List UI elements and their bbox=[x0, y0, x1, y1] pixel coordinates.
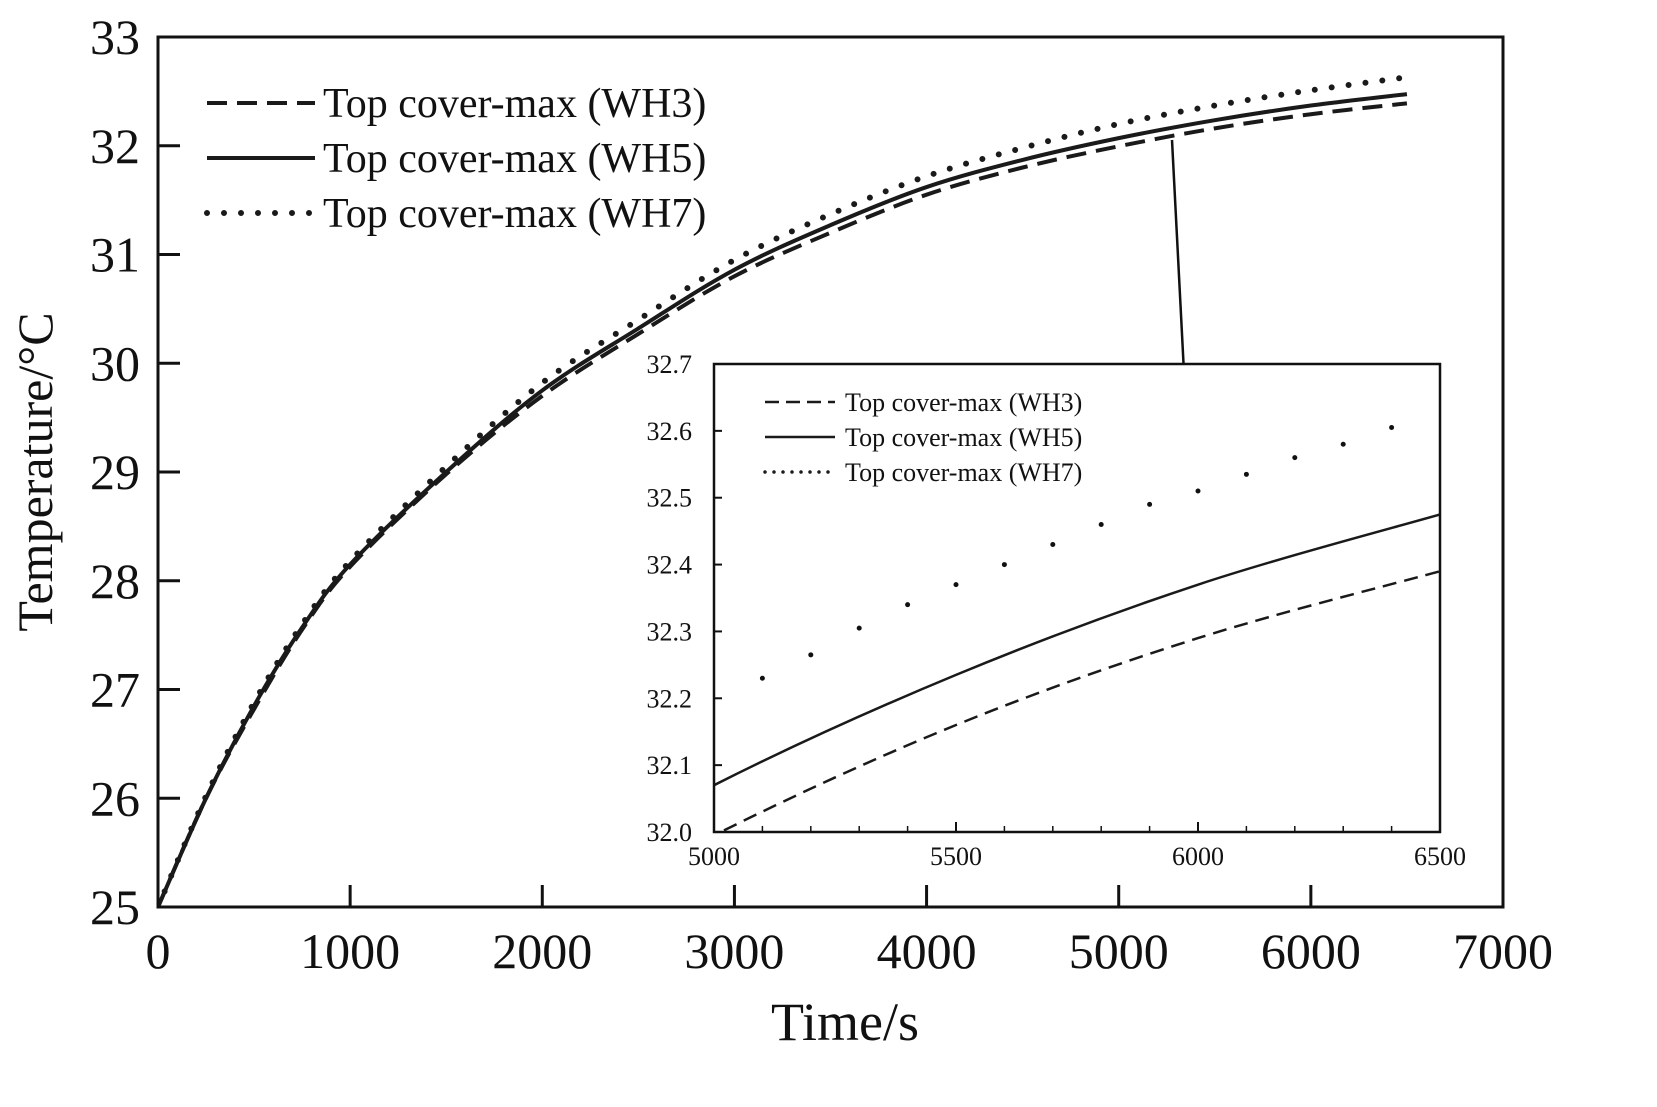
x-tick-label: 0 bbox=[146, 923, 171, 979]
main-plot: 0 1000 2000 3000 4000 5000 6000 7000 25 26 27 28 29 3… bbox=[90, 9, 1553, 979]
x-tick-label: 7000 bbox=[1453, 923, 1553, 979]
legend-label: Top cover-max (WH3) bbox=[323, 81, 706, 127]
y-tick-label: 27 bbox=[90, 662, 140, 718]
inset-series-line-dashed bbox=[717, 570, 1440, 832]
inset-wh7-point bbox=[1195, 488, 1201, 494]
x-tick-label: 2000 bbox=[492, 923, 592, 979]
inset-y-tick-label: 32.5 bbox=[647, 484, 693, 513]
inset-y-tick-label: 32.7 bbox=[647, 350, 693, 379]
inset-frame bbox=[712, 362, 1442, 834]
inset-series-line-solid bbox=[714, 513, 1440, 787]
inset-wh7-point bbox=[1389, 425, 1395, 431]
inset-y-tick-label: 32.2 bbox=[647, 684, 693, 713]
inset-legend-label: Top cover-max (WH5) bbox=[845, 423, 1082, 452]
inset-x-tick-label: 6500 bbox=[1414, 842, 1466, 871]
y-tick-label: 30 bbox=[90, 335, 140, 391]
inset-legend-label: Top cover-max (WH3) bbox=[845, 388, 1082, 417]
inset-x-tick-label: 6000 bbox=[1172, 842, 1224, 871]
inset-y-tick-label: 32.1 bbox=[647, 751, 693, 780]
y-tick-label: 33 bbox=[90, 9, 140, 65]
inset-y-tick-label: 32.0 bbox=[647, 818, 693, 847]
y-tick-label: 32 bbox=[90, 118, 140, 174]
inset-wh7-point bbox=[1243, 471, 1249, 477]
main-plot-frame bbox=[156, 35, 1505, 909]
inset-wh7-point bbox=[1001, 562, 1007, 568]
series-group bbox=[158, 74, 1410, 907]
y-axis-label: Temperature/°C bbox=[7, 312, 63, 631]
y-tick-label: 28 bbox=[90, 553, 140, 609]
legend-label: Top cover-max (WH7) bbox=[323, 191, 706, 237]
inset-wh7-point bbox=[1340, 441, 1346, 447]
x-tick-label: 6000 bbox=[1261, 923, 1361, 979]
series-line-solid bbox=[158, 92, 1408, 907]
inset-wh7-point bbox=[1098, 521, 1104, 527]
inset-y-tick-label: 32.6 bbox=[647, 417, 693, 446]
legend-label: Top cover-max (WH5) bbox=[323, 136, 706, 182]
inset-wh7-point bbox=[856, 625, 862, 631]
x-tick-label: 1000 bbox=[300, 923, 400, 979]
inset-x-tick-label: 5000 bbox=[688, 842, 740, 871]
x-tick-label: 3000 bbox=[684, 923, 784, 979]
inset-x-tick-label: 5500 bbox=[930, 842, 982, 871]
inset-background bbox=[714, 364, 1440, 832]
inset-plot: 5000 5500 6000 6500 32.0 32.1 32.2 32.3 32.4 32.5… bbox=[647, 350, 1467, 871]
inset-y-tick-label: 32.3 bbox=[647, 617, 693, 646]
inset-y-tick-label: 32.4 bbox=[647, 551, 693, 580]
inset-wh7-point bbox=[1292, 455, 1298, 461]
y-tick-label: 25 bbox=[90, 879, 140, 935]
x-tick-label: 4000 bbox=[877, 923, 977, 979]
inset-wh7-point bbox=[905, 602, 911, 608]
inset-wh7-point bbox=[1050, 542, 1056, 548]
inset-wh7-point bbox=[808, 652, 814, 658]
series-line-dotted bbox=[158, 74, 1410, 907]
y-tick-label: 26 bbox=[90, 770, 140, 826]
inset-series-group bbox=[714, 425, 1440, 832]
y-tick-label: 31 bbox=[90, 227, 140, 283]
y-tick-label: 29 bbox=[90, 444, 140, 500]
x-axis-label: Time/s bbox=[771, 992, 919, 1052]
inset-wh7-point bbox=[759, 675, 765, 681]
inset-wh7-point bbox=[953, 582, 959, 588]
x-tick-label: 5000 bbox=[1069, 923, 1169, 979]
inset-wh7-point bbox=[1147, 501, 1153, 507]
inset-legend-label: Top cover-max (WH7) bbox=[845, 458, 1082, 487]
